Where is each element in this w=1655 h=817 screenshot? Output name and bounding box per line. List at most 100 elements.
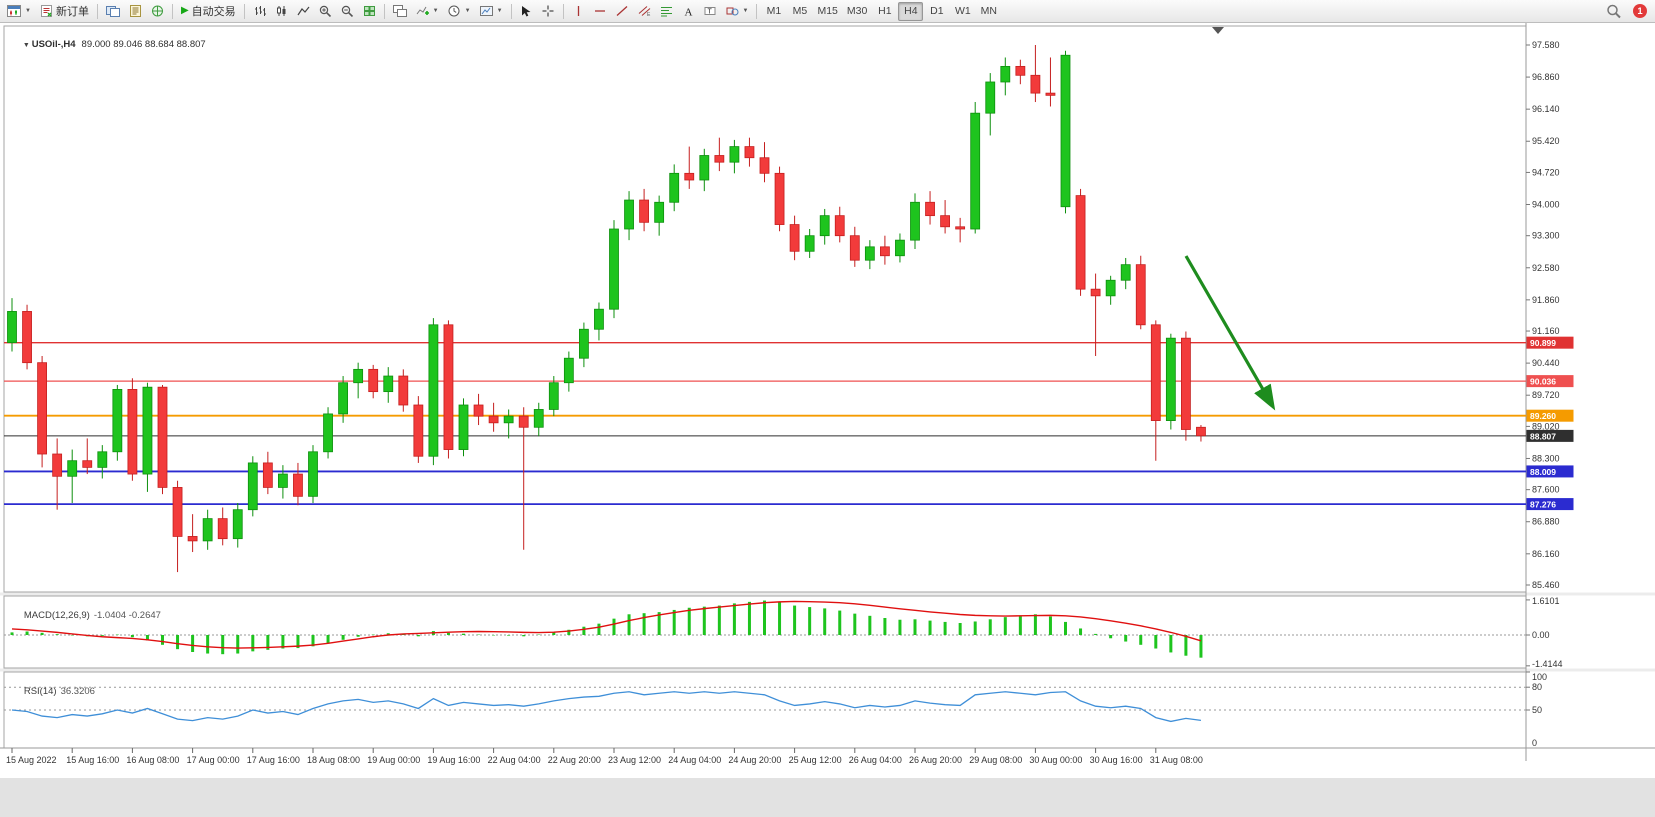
text-icon: A <box>685 7 693 18</box>
chevron-down-icon: ▼ <box>496 8 503 14</box>
clock-icon <box>448 5 460 17</box>
data-window-button[interactable] <box>125 2 146 21</box>
channel-button[interactable]: E <box>634 2 655 21</box>
svg-text:100: 100 <box>1532 672 1547 682</box>
search-button[interactable] <box>1602 2 1626 21</box>
cursor-icon <box>522 6 531 17</box>
svg-text:24 Aug 04:00: 24 Aug 04:00 <box>668 755 721 765</box>
svg-text:88.009: 88.009 <box>1530 467 1556 477</box>
new-chart-icon <box>7 5 21 17</box>
toolbar-separator <box>510 3 512 19</box>
timeframe-m5-button[interactable]: M5 <box>787 2 812 21</box>
cursor-button[interactable] <box>516 2 537 21</box>
shapes-button[interactable]: ▼ <box>722 2 753 21</box>
svg-text:86.880: 86.880 <box>1532 517 1560 527</box>
svg-text:31 Aug 08:00: 31 Aug 08:00 <box>1150 755 1203 765</box>
svg-text:22 Aug 20:00: 22 Aug 20:00 <box>548 755 601 765</box>
new-order-button[interactable]: 新订单 <box>36 2 93 21</box>
search-icon <box>1607 4 1621 18</box>
timeframe-d1-button[interactable]: D1 <box>924 2 949 21</box>
candlestick-button[interactable] <box>271 2 292 21</box>
autotrade-button[interactable]: ▶ 自动交易 <box>177 2 240 21</box>
svg-text:89.260: 89.260 <box>1530 411 1556 421</box>
svg-text:90.440: 90.440 <box>1532 358 1560 368</box>
label-button[interactable]: T <box>700 2 721 21</box>
timeframe-h1-button[interactable]: H1 <box>872 2 897 21</box>
candlestick-icon <box>276 6 286 16</box>
timeframe-h4-button[interactable]: H4 <box>898 1 924 21</box>
toolbar-separator <box>96 3 98 19</box>
timeframe-m1-button[interactable]: M1 <box>761 2 786 21</box>
trend-arrow-annotation <box>1184 255 1276 411</box>
svg-text:86.160: 86.160 <box>1532 549 1560 559</box>
svg-text:90.036: 90.036 <box>1530 377 1556 387</box>
zoom-in-icon <box>319 5 331 17</box>
svg-text:87.600: 87.600 <box>1532 485 1560 495</box>
horizontal-line-icon <box>595 10 606 12</box>
periods-button[interactable]: ▼ <box>444 2 475 21</box>
horizontal-line-button[interactable] <box>590 2 611 21</box>
zoom-out-icon <box>341 5 353 17</box>
text-button[interactable]: A <box>678 2 699 21</box>
svg-text:30 Aug 00:00: 30 Aug 00:00 <box>1029 755 1082 765</box>
svg-text:25 Aug 12:00: 25 Aug 12:00 <box>789 755 842 765</box>
chevron-down-icon: ▼ <box>25 8 31 14</box>
svg-text:97.580: 97.580 <box>1532 40 1560 50</box>
toolbar-right-group: 1 <box>1602 2 1652 21</box>
tile-windows-button[interactable] <box>359 2 380 21</box>
svg-text:16 Aug 08:00: 16 Aug 08:00 <box>126 755 179 765</box>
market-watch-button[interactable] <box>102 2 124 21</box>
svg-text:15 Aug 16:00: 15 Aug 16:00 <box>66 755 119 765</box>
cascade-windows-button[interactable] <box>389 2 411 21</box>
indicators-add-icon <box>416 6 429 15</box>
fibonacci-icon <box>660 7 672 17</box>
toolbar: ▼ 新订单 ▶ 自动交易 ▼ ▼ ▼ E <box>0 0 1655 23</box>
timeframe-m15-button[interactable]: M15 <box>813 2 841 21</box>
vertical-line-button[interactable] <box>568 2 589 21</box>
line-chart-icon <box>297 6 310 16</box>
svg-text:1.6101: 1.6101 <box>1532 596 1560 606</box>
svg-text:19 Aug 00:00: 19 Aug 00:00 <box>367 755 420 765</box>
chart-shift-marker <box>1212 27 1224 34</box>
svg-text:89.720: 89.720 <box>1532 390 1560 400</box>
fibonacci-button[interactable] <box>656 2 677 21</box>
svg-text:96.860: 96.860 <box>1532 72 1560 82</box>
navigator-button[interactable] <box>147 2 168 21</box>
autotrade-play-icon: ▶ <box>180 5 189 16</box>
zoom-in-button[interactable] <box>315 2 336 21</box>
svg-text:88.807: 88.807 <box>1530 431 1556 441</box>
timeframe-m30-button[interactable]: M30 <box>843 2 871 21</box>
new-order-label: 新订单 <box>55 6 89 18</box>
line-chart-button[interactable] <box>293 2 314 21</box>
templates-button[interactable]: ▼ <box>476 2 507 21</box>
svg-text:18 Aug 08:00: 18 Aug 08:00 <box>307 755 360 765</box>
svg-text:96.140: 96.140 <box>1532 104 1560 114</box>
indicators-button[interactable]: ▼ <box>412 2 443 21</box>
notification-badge[interactable]: 1 <box>1633 4 1647 18</box>
channel-icon: E <box>638 6 651 17</box>
svg-text:E: E <box>647 12 651 17</box>
new-chart-button[interactable]: ▼ <box>3 2 35 21</box>
svg-text:95.420: 95.420 <box>1532 136 1560 146</box>
shapes-icon <box>726 7 739 16</box>
autotrade-label: 自动交易 <box>191 6 236 18</box>
zoom-out-button[interactable] <box>337 2 358 21</box>
timeframe-mn-button[interactable]: MN <box>976 2 1001 21</box>
svg-text:0: 0 <box>1532 738 1537 748</box>
bar-chart-button[interactable] <box>249 2 270 21</box>
svg-text:0.00: 0.00 <box>1532 630 1550 640</box>
trendline-button[interactable] <box>612 2 633 21</box>
mt4-window: ▼ 新订单 ▶ 自动交易 ▼ ▼ ▼ E <box>0 0 1655 778</box>
svg-text:90.899: 90.899 <box>1530 338 1556 348</box>
bar-chart-icon <box>254 6 266 16</box>
svg-text:80: 80 <box>1532 682 1542 692</box>
svg-text:17 Aug 00:00: 17 Aug 00:00 <box>187 755 240 765</box>
svg-text:29 Aug 08:00: 29 Aug 08:00 <box>969 755 1022 765</box>
timeframe-w1-button[interactable]: W1 <box>950 2 975 21</box>
price-chart-canvas[interactable]: 97.580 96.860 96.140 95.420 94.720 94.000 93.3… <box>0 23 1655 778</box>
chevron-down-icon: ▼ <box>432 8 439 14</box>
market-watch-icon <box>105 6 120 17</box>
symbol-dropdown-icon[interactable]: ▼ <box>22 42 32 49</box>
svg-text:A: A <box>685 7 693 18</box>
crosshair-button[interactable] <box>538 2 559 21</box>
